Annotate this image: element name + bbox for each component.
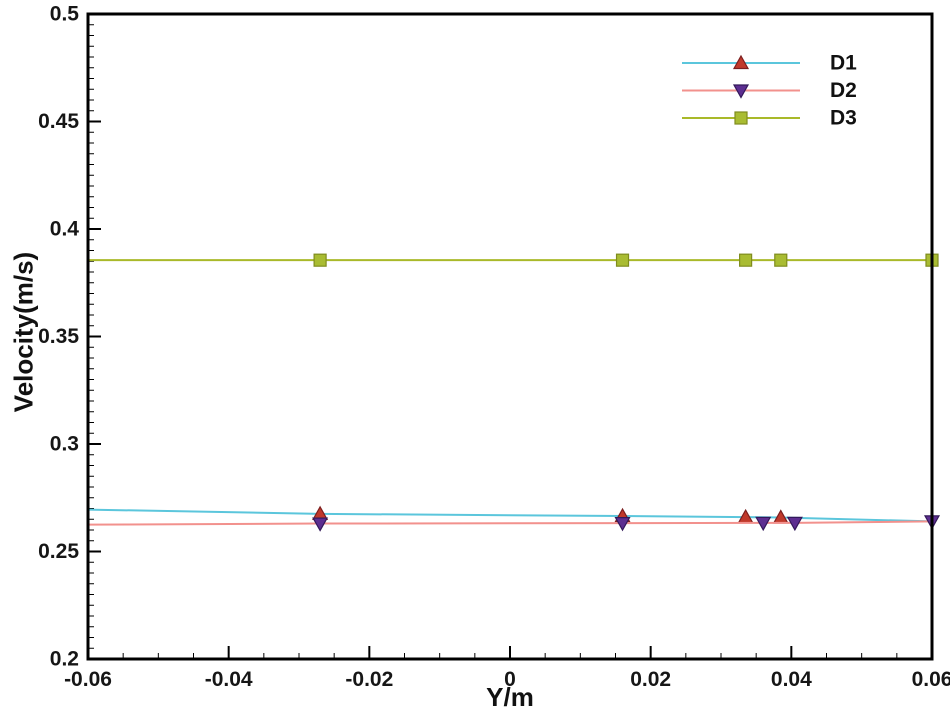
series-D3-markers: [313, 253, 939, 267]
triangle-down-marker-icon: [614, 517, 631, 532]
x-tick-label: -0.04: [205, 668, 253, 691]
y-axis-ticks: [88, 13, 101, 660]
triangle-up-marker-icon: [732, 54, 750, 70]
x-tick-label: 0.04: [771, 668, 812, 691]
legend-item-D3: D3: [682, 107, 857, 130]
square-marker-icon: [774, 253, 788, 267]
x-axis-ticks: [87, 646, 933, 659]
triangle-down-marker-icon: [732, 84, 750, 99]
series-D2-line: [87, 520, 933, 526]
x-axis-title: Y/m: [486, 682, 534, 712]
y-tick-label: 0.4: [50, 218, 80, 241]
y-tick-label: 0.25: [38, 540, 79, 563]
triangle-down-marker-icon: [786, 516, 803, 532]
y-tick-label: 0.2: [50, 648, 79, 671]
triangle-down-marker-icon: [755, 516, 772, 532]
x-tick-label: -0.06: [64, 668, 112, 691]
triangle-down-marker-icon: [312, 517, 329, 532]
series-D1-line: [87, 508, 933, 523]
x-tick-label: 0.02: [630, 668, 671, 691]
legend-item-D2: D2: [682, 79, 857, 102]
legend-item-D1: D1: [682, 52, 857, 75]
y-tick-label: 0.3: [50, 433, 79, 456]
x-tick-label: -0.02: [345, 668, 393, 691]
square-marker-icon: [615, 253, 630, 267]
square-marker-icon: [313, 253, 327, 267]
x-tick-labels: -0.06 -0.04 -0.02 0 0.02 0.04 0.06: [64, 668, 950, 691]
legend-label-D2: D2: [830, 79, 857, 102]
y-tick-label: 0.5: [50, 3, 80, 26]
y-axis-title: Velocity(m/s): [8, 251, 39, 413]
axis-frame: [86, 12, 934, 661]
y-tick-labels: 0.2 0.25 0.3 0.35 0.4 0.45 0.5: [38, 3, 79, 671]
x-tick-label: 0: [504, 668, 516, 691]
square-marker-icon: [734, 111, 748, 125]
y-tick-label: 0.45: [38, 110, 79, 133]
x-tick-label: 0.06: [912, 668, 950, 691]
legend-label-D3: D3: [830, 107, 857, 130]
y-tick-label: 0.35: [38, 325, 79, 348]
legend-label-D1: D1: [830, 52, 857, 75]
square-marker-icon: [739, 253, 753, 267]
legend: D1 D2 D3: [682, 52, 857, 130]
